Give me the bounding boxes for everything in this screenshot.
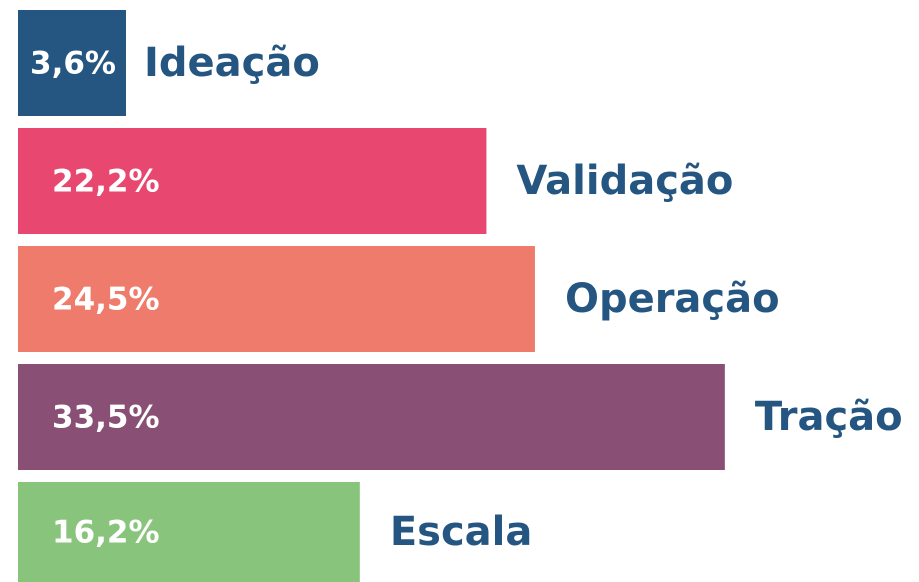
value-label: 33,5%	[52, 400, 160, 436]
value-label: 16,2%	[52, 515, 160, 551]
bar	[18, 482, 360, 582]
category-label: Ideação	[144, 40, 320, 86]
value-label: 22,2%	[52, 164, 160, 200]
category-label: Operação	[565, 276, 780, 322]
bar	[18, 364, 725, 470]
bar	[18, 10, 126, 116]
value-label: 3,6%	[30, 46, 116, 82]
category-label: Tração	[755, 394, 903, 440]
category-label: Validação	[516, 158, 733, 204]
category-label: Escala	[390, 509, 533, 555]
bar	[18, 128, 487, 234]
bar	[18, 246, 535, 352]
value-label: 24,5%	[52, 282, 160, 318]
